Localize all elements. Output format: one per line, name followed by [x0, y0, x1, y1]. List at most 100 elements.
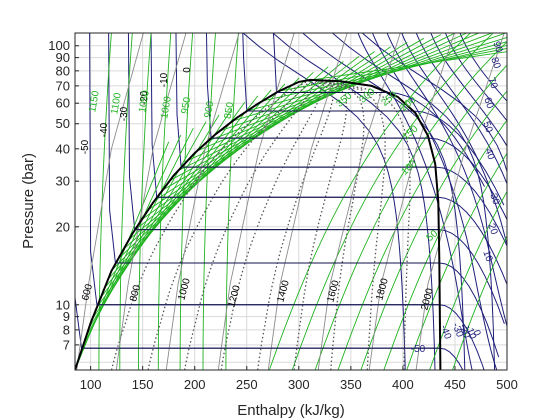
y-tick-label: 100 [48, 38, 70, 53]
isentrope-label: 1150 [87, 90, 102, 114]
curve-layer [75, 33, 507, 370]
isochore-line [368, 33, 455, 370]
y-tick-label: 40 [56, 141, 70, 156]
isotherm-line [357, 33, 473, 370]
x-tick-label: 250 [236, 377, 258, 392]
isotherm-line [415, 33, 507, 186]
isotherm-label: -40 [99, 122, 110, 137]
isentrope-label: 850 [223, 101, 237, 120]
isochore-line [76, 33, 144, 370]
isentrope-line [452, 234, 507, 370]
y-tick-label: 7 [63, 337, 70, 352]
axis-ticks: 100 150 200 250 300 350 400 450 5007891020304050… [48, 38, 518, 392]
saturation-dome [75, 78, 442, 370]
isentrope-label: 900 [203, 100, 217, 119]
x-tick-label: 150 [132, 377, 154, 392]
isochore-line [415, 33, 505, 370]
quality-line [320, 79, 411, 370]
y-tick-label: 20 [56, 219, 70, 234]
isotherm-label: -50 [411, 344, 426, 355]
y-tick-label: 10 [56, 297, 70, 312]
isentrope-line [202, 33, 216, 370]
isochore-line [317, 33, 401, 370]
y-axis-label: Pressure (bar) [20, 153, 37, 249]
isentrope-line [98, 95, 259, 301]
isentrope-line [360, 90, 507, 370]
isotherm-line [386, 33, 507, 329]
y-tick-label: 50 [56, 116, 70, 131]
isentrope-line [268, 33, 472, 370]
isentrope-line [138, 33, 152, 370]
isotherm-label: -40 [438, 323, 453, 341]
isotherm-line [372, 33, 498, 370]
isotherm-line [361, 33, 507, 174]
isotherm-label: -20 [139, 90, 150, 105]
isotherm-label: -30 [450, 321, 465, 339]
quality-line [220, 79, 323, 370]
y-tick-label: 30 [56, 174, 70, 189]
isentrope-line [406, 152, 507, 370]
isochore-label: 800 [128, 283, 143, 302]
isentrope-label: 1000 [159, 95, 174, 119]
isotherm-line [332, 33, 496, 370]
isotherm-line [430, 33, 507, 148]
x-tick-label: 300 [288, 377, 310, 392]
isotherm-label: 20 [485, 222, 499, 237]
isotherm-label: 90 [490, 40, 504, 55]
y-tick-label: 9 [63, 309, 70, 324]
x-tick-label: 450 [444, 377, 466, 392]
y-tick-label: 60 [56, 96, 70, 111]
quality-line [318, 79, 386, 370]
isochore-line [115, 33, 187, 370]
isentrope-line [157, 33, 172, 370]
y-tick-label: 80 [56, 63, 70, 78]
isochore-label: 600 [80, 282, 95, 301]
isotherm-label: 40 [482, 147, 496, 162]
isentrope-label: 950 [180, 96, 194, 115]
isotherm-label: 50 [480, 120, 494, 135]
x-tick-label: 400 [392, 377, 414, 392]
y-tick-label: 8 [63, 322, 70, 337]
isochore-line [267, 33, 348, 370]
isotherm-label: 80 [488, 56, 502, 71]
isentrope-line [303, 51, 507, 82]
y-tick-label: 90 [56, 50, 70, 65]
isentrope-line [337, 64, 507, 370]
quality-line [317, 79, 365, 370]
x-axis-label: Enthalpy (kJ/kg) [237, 402, 345, 419]
isotherm-label: -50 [80, 139, 91, 154]
quality-line [293, 79, 348, 370]
isotherm-label: 70 [485, 76, 499, 91]
isotherm-label: 0 [470, 329, 482, 338]
isentrope-label: 1100 [109, 92, 124, 116]
isotherm-line [444, 33, 507, 122]
isotherm-label: -10 [159, 72, 170, 87]
isotherm-line [401, 33, 507, 247]
isotherm-line [272, 33, 436, 370]
isentrope-line [179, 33, 194, 370]
isotherm-label: 10 [480, 249, 494, 264]
isentrope-line [291, 33, 495, 370]
isotherm-label: 60 [481, 96, 495, 111]
isotherm-label: 30 [487, 192, 501, 207]
isentrope-label: 1050 [137, 89, 152, 113]
isochore-line [217, 33, 295, 370]
x-tick-label: 200 [184, 377, 206, 392]
quality-line [257, 79, 334, 370]
isentrope-line [119, 33, 133, 370]
isentrope-line [279, 48, 507, 92]
isotherm-line [459, 33, 507, 102]
isotherm-label: 0 [182, 67, 193, 73]
isotherm-label: -30 [119, 106, 130, 121]
isotherm-label: -10 [463, 323, 478, 341]
isentrope-line [314, 41, 507, 370]
isochore-line [165, 33, 240, 370]
y-tick-label: 70 [56, 78, 70, 93]
x-tick-label: 500 [496, 377, 518, 392]
isentrope-line [429, 190, 507, 370]
isotherm-label: -20 [457, 322, 472, 340]
plot-area [75, 33, 507, 370]
isentrope-line [383, 119, 507, 370]
x-tick-label: 100 [80, 377, 102, 392]
